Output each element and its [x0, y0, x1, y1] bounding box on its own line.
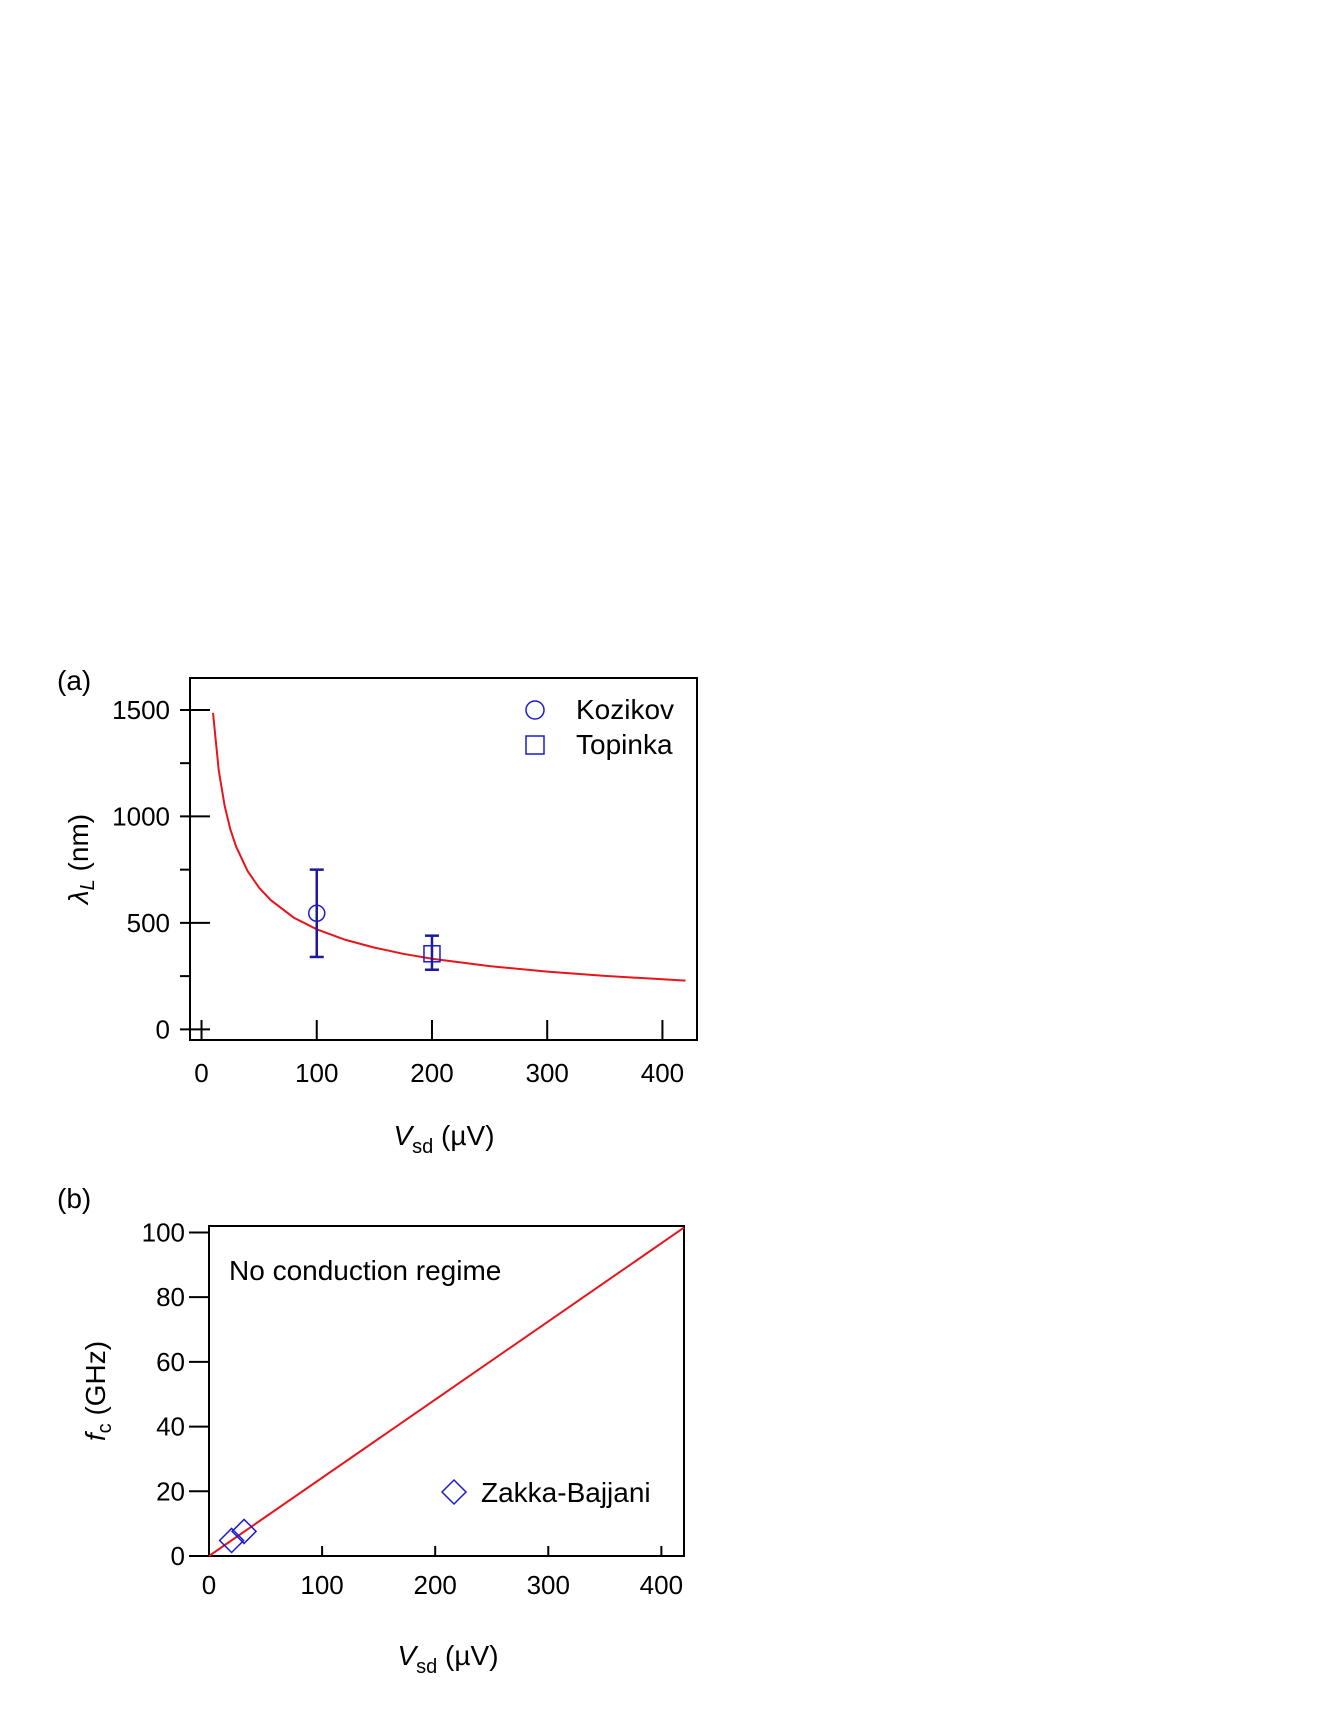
legend-label-kozikov: Kozikov	[576, 694, 674, 725]
data-point-square	[525, 735, 545, 755]
panel-b-chart: 0 100 200 300 400 0 20 40 60 80 100 Zakka-Bajjani No…	[57, 1183, 685, 1678]
data-point-circle	[525, 700, 545, 720]
panel-label: (b)	[57, 1183, 91, 1214]
y-tick-label: 0	[156, 1014, 170, 1044]
plot-frame	[189, 677, 698, 1041]
panel-label: (a)	[57, 665, 91, 696]
y-tick-label: 80	[156, 1282, 185, 1312]
x-tick-label: 400	[641, 1058, 684, 1088]
x-tick-label: 0	[194, 1058, 208, 1088]
y-tick-label: 60	[156, 1347, 185, 1377]
x-tick-label: 100	[295, 1058, 338, 1088]
y-tick-label: 40	[156, 1412, 185, 1442]
y-tick-label: 20	[156, 1476, 185, 1506]
data-point-diamond	[218, 1527, 245, 1554]
y-axis-label: fc (GHz)	[80, 1341, 116, 1441]
panel-a-chart: 0 100 200 300 400 0 500 1000 1500 Kozikov Topinka (…	[57, 665, 698, 1158]
x-tick-label: 400	[640, 1570, 683, 1600]
x-tick-label: 0	[202, 1570, 216, 1600]
legend-label-topinka: Topinka	[576, 729, 673, 760]
data-point-diamond	[230, 1518, 258, 1545]
annotation-no-conduction: No conduction regime	[229, 1255, 501, 1286]
data-point-square	[423, 945, 441, 963]
x-tick-label: 200	[410, 1058, 453, 1088]
y-tick-label: 1000	[112, 801, 170, 831]
x-axis-label: Vsd (µV)	[393, 1120, 494, 1158]
y-tick-label: 0	[171, 1541, 185, 1571]
y-tick-label: 1500	[112, 695, 170, 725]
y-tick-label: 100	[142, 1217, 185, 1247]
x-tick-label: 300	[527, 1570, 570, 1600]
x-tick-label: 300	[526, 1058, 569, 1088]
x-tick-label: 200	[413, 1570, 456, 1600]
x-axis-label: Vsd (µV)	[397, 1640, 498, 1678]
plot-frame	[208, 1225, 685, 1557]
y-tick-label: 500	[127, 908, 170, 938]
legend-label-zakka-bajjani: Zakka-Bajjani	[481, 1477, 651, 1508]
data-point-diamond	[440, 1478, 468, 1506]
data-point-circle	[308, 904, 326, 923]
x-tick-label: 100	[300, 1570, 343, 1600]
y-axis-label: λL (nm)	[63, 814, 99, 906]
fit-curve	[208, 1226, 685, 1557]
